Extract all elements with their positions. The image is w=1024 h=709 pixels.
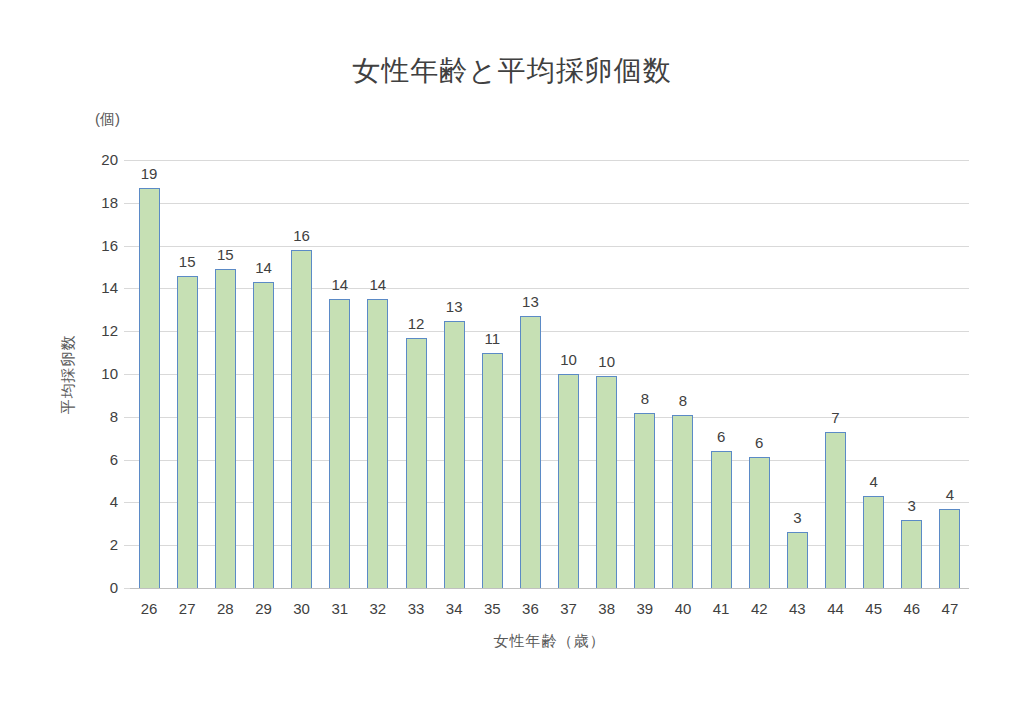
- bar-age-42: [749, 457, 770, 588]
- bar-age-38: [596, 376, 617, 588]
- x-axis-line: [130, 588, 969, 589]
- bar-value-label: 4: [928, 486, 972, 504]
- bar-age-40: [672, 415, 693, 588]
- y-tick-mark: [124, 545, 130, 546]
- bar-value-label: 19: [127, 165, 171, 183]
- bar-value-label: 10: [585, 353, 629, 371]
- bar-age-35: [482, 353, 503, 588]
- y-tick-label: 0: [0, 579, 118, 597]
- bar-value-label: 13: [508, 293, 552, 311]
- bar-value-label: 3: [775, 509, 819, 527]
- bar-age-36: [520, 316, 541, 588]
- y-tick-mark: [124, 460, 130, 461]
- bar-age-45: [863, 496, 884, 588]
- plot-area: 19151514161414121311131010886637434: [130, 160, 969, 588]
- bar-age-28: [215, 269, 236, 588]
- y-axis-tick-labels: 02468101214161820: [0, 160, 120, 588]
- y-tick-label: 14: [0, 279, 118, 297]
- y-tick-label: 20: [0, 151, 118, 169]
- y-tick-mark: [124, 417, 130, 418]
- y-tick-label: 18: [0, 194, 118, 212]
- bar-age-47: [939, 509, 960, 588]
- y-tick-label: 10: [0, 365, 118, 383]
- bar-value-label: 7: [814, 409, 858, 427]
- bar-chart: 女性年齢と平均採卵個数 (個) 平均採卵数 02468101214161820 …: [0, 0, 1024, 709]
- y-tick-label: 12: [0, 322, 118, 340]
- bar-age-31: [329, 299, 350, 588]
- bar-age-33: [406, 338, 427, 588]
- bar-age-27: [177, 276, 198, 588]
- x-tick-label: 47: [928, 600, 972, 618]
- gridline: [130, 246, 969, 247]
- bar-age-30: [291, 250, 312, 588]
- y-tick-mark: [124, 588, 130, 589]
- bar-age-34: [444, 321, 465, 589]
- bar-value-label: 8: [661, 392, 705, 410]
- y-tick-label: 16: [0, 237, 118, 255]
- bar-value-label: 14: [356, 276, 400, 294]
- x-axis-tick-labels: 2627282930313233343536373839404142434445…: [130, 600, 969, 620]
- bar-value-label: 12: [394, 315, 438, 333]
- bar-age-44: [825, 432, 846, 588]
- y-tick-label: 8: [0, 408, 118, 426]
- y-tick-mark: [124, 331, 130, 332]
- y-tick-mark: [124, 288, 130, 289]
- y-tick-mark: [124, 502, 130, 503]
- y-axis-unit-label: (個): [58, 110, 120, 129]
- y-tick-mark: [124, 246, 130, 247]
- chart-title: 女性年齢と平均採卵個数: [0, 52, 1024, 90]
- y-tick-mark: [124, 203, 130, 204]
- bar-age-32: [367, 299, 388, 588]
- bar-age-37: [558, 374, 579, 588]
- x-axis-title: 女性年齢（歳）: [130, 632, 969, 651]
- bar-age-43: [787, 532, 808, 588]
- bar-age-29: [253, 282, 274, 588]
- y-tick-label: 6: [0, 451, 118, 469]
- y-tick-mark: [124, 374, 130, 375]
- bar-value-label: 6: [737, 434, 781, 452]
- y-tick-label: 4: [0, 493, 118, 511]
- bar-value-label: 11: [470, 330, 514, 348]
- bar-age-26: [139, 188, 160, 588]
- bar-value-label: 16: [280, 227, 324, 245]
- bar-value-label: 4: [852, 473, 896, 491]
- gridline: [130, 160, 969, 161]
- bar-age-41: [711, 451, 732, 588]
- gridline: [130, 203, 969, 204]
- bar-age-39: [634, 413, 655, 588]
- bar-value-label: 14: [241, 259, 285, 277]
- bar-age-46: [901, 520, 922, 588]
- bar-value-label: 13: [432, 298, 476, 316]
- y-tick-mark: [124, 160, 130, 161]
- y-tick-label: 2: [0, 536, 118, 554]
